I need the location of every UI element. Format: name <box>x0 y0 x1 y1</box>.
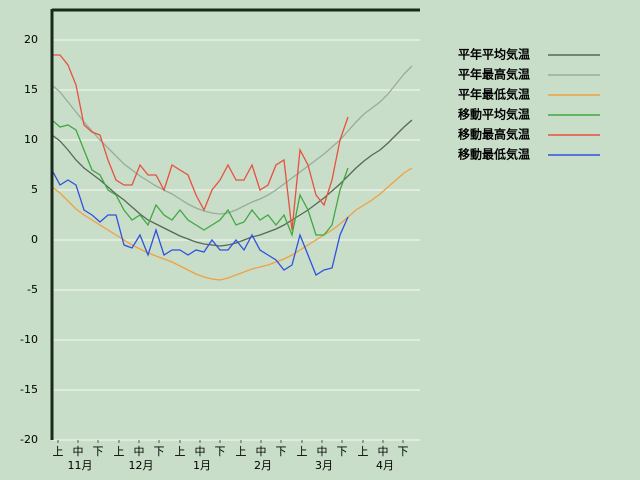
x-tick-label: 上 <box>53 445 64 458</box>
legend-label: 移動最高気温 <box>458 127 530 142</box>
y-tick-label: 5 <box>31 183 38 196</box>
x-tick-label: 上 <box>358 445 369 458</box>
month-label: 12月 <box>129 459 154 472</box>
x-tick-label: 下 <box>337 445 348 458</box>
x-tick-label: 中 <box>73 445 84 458</box>
series-line <box>52 54 349 231</box>
lines-layer <box>51 54 413 281</box>
legend-label: 移動最低気温 <box>458 147 530 162</box>
grid-layer <box>52 39 420 441</box>
y-tick-label: -10 <box>20 333 38 346</box>
x-tick-label: 上 <box>114 445 125 458</box>
x-tick-label: 中 <box>256 445 267 458</box>
y-tick-label: -5 <box>27 283 38 296</box>
legend-label: 平年平均気温 <box>458 47 530 62</box>
y-tick-label: -15 <box>20 383 38 396</box>
month-label: 3月 <box>315 459 333 472</box>
month-label: 11月 <box>68 459 93 472</box>
x-tick-label: 中 <box>378 445 389 458</box>
y-tick-label: 0 <box>31 233 38 246</box>
x-tick-label: 上 <box>175 445 186 458</box>
y-tick-label: 20 <box>24 33 38 46</box>
y-tick-label: 10 <box>24 133 38 146</box>
x-tick-label: 下 <box>276 445 287 458</box>
x-tick-label: 上 <box>297 445 308 458</box>
series-line <box>51 119 349 238</box>
legend-label: 平年最高気温 <box>458 67 530 82</box>
month-label: 4月 <box>376 459 394 472</box>
x-tick-label: 中 <box>134 445 145 458</box>
y-tick-label: -20 <box>20 433 38 446</box>
x-tick-label: 中 <box>195 445 206 458</box>
x-tick-label: 上 <box>236 445 247 458</box>
x-tick-label: 下 <box>154 445 165 458</box>
month-label: 1月 <box>193 459 211 472</box>
x-tick-label: 下 <box>215 445 226 458</box>
x-tick-label: 下 <box>93 445 104 458</box>
legend-label: 平年最低気温 <box>458 87 530 102</box>
x-tick-label: 中 <box>317 445 328 458</box>
labels-layer: -20-15-10-505101520上中下上中下上中下上中下上中下上中下11月… <box>20 33 600 472</box>
month-label: 2月 <box>254 459 272 472</box>
legend-label: 移動平均気温 <box>458 107 530 122</box>
y-tick-label: 15 <box>24 83 38 96</box>
series-line <box>51 65 413 215</box>
series-line <box>51 169 349 276</box>
series-line <box>51 167 413 281</box>
x-tick-label: 下 <box>398 445 409 458</box>
